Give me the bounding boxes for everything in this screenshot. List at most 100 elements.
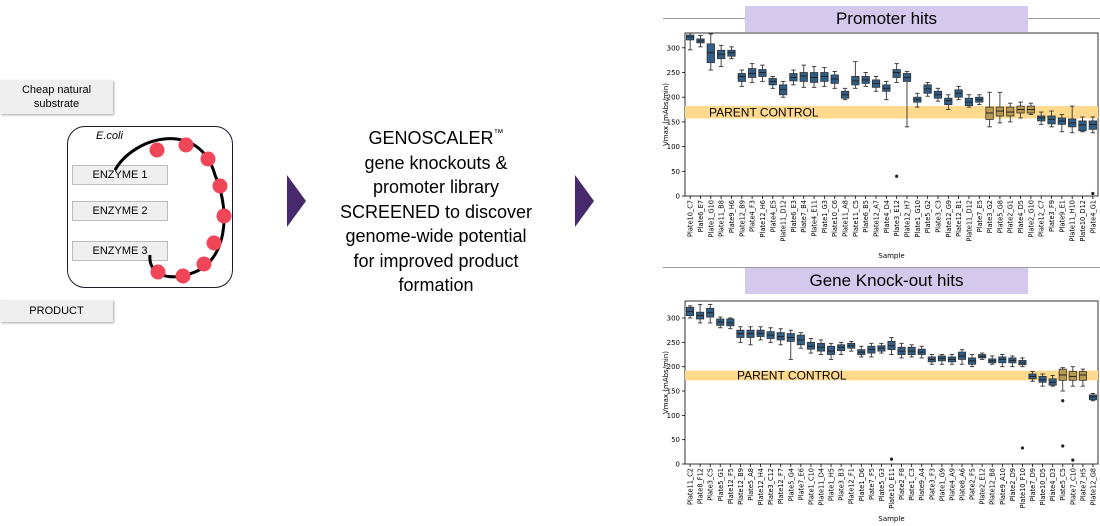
- y-tick-label: 50: [671, 168, 680, 176]
- x-tick-label: Plate3_E12: [893, 200, 901, 237]
- x-tick-label: Plate2_D9: [1009, 468, 1017, 501]
- x-tick-label: Plate4_G1: [1089, 200, 1097, 233]
- pathway-dot: [196, 256, 212, 272]
- enzyme-2: ENZYME 2: [72, 201, 168, 221]
- y-axis-label: Vmax (mAbs/min): [662, 351, 670, 414]
- x-tick-label: Plate5_G2: [924, 200, 932, 233]
- x-tick-label: Plate1_G9: [938, 468, 946, 501]
- x-tick-label: Plate8_A6: [959, 468, 967, 501]
- y-tick-label: 200: [667, 363, 680, 371]
- x-tick-label: Plate6_E7: [697, 200, 705, 232]
- x-tick-label: Plate7_D9: [1029, 468, 1037, 501]
- enzyme-3: ENZYME 3: [72, 241, 168, 261]
- parent-control-label: PARENT CONTROL: [737, 368, 847, 382]
- x-tick-label: Plate3_F9: [1048, 200, 1056, 232]
- y-tick-label: 250: [667, 69, 680, 77]
- x-tick-label: Plate1_H5: [828, 468, 836, 501]
- x-tick-label: Plate12_G8: [1089, 468, 1097, 505]
- box: [944, 97, 953, 106]
- x-tick-label: Plate5_G8: [996, 200, 1004, 233]
- x-tick-label: Plate7_B4: [800, 200, 808, 233]
- x-tick-label: Plate12_H4: [757, 468, 765, 505]
- chart1-title: Promoter hits: [745, 6, 1028, 32]
- x-tick-label: Plate5_C5: [1059, 468, 1067, 501]
- x-tick-label: Plate7_C10: [1069, 468, 1077, 505]
- y-tick-label: 150: [667, 388, 680, 396]
- x-tick-label: Plate7_E6: [797, 468, 805, 500]
- x-tick-label: Plate1_C3: [908, 468, 916, 501]
- x-tick-label: Plate4_D3: [1049, 468, 1057, 501]
- pathway-dot: [212, 178, 228, 194]
- x-axis-label: Sample: [878, 515, 904, 523]
- x-tick-label: Plate2_G10: [1027, 200, 1035, 237]
- box: [737, 73, 746, 82]
- x-tick-label: Plate12_B1: [955, 200, 963, 237]
- x-tick-label: Plate11_D12: [780, 200, 788, 242]
- x-tick-label: Plate3_G2: [986, 200, 994, 233]
- x-tick-label: Plate3_C5: [707, 468, 715, 501]
- x-tick-label: Plate1_C10: [807, 468, 815, 505]
- x-tick-label: Plate5_G4: [787, 468, 795, 501]
- x-tick-label: Plate4_D5: [1017, 200, 1025, 233]
- box: [827, 345, 836, 355]
- x-tick-label: Plate11_C5: [852, 200, 860, 237]
- y-tick-label: 300: [667, 315, 680, 323]
- x-tick-label: Plate10_C6: [831, 200, 839, 237]
- x-tick-label: Plate11_H10: [1069, 200, 1077, 242]
- parent-control-band: [685, 370, 1098, 381]
- pathway-dot: [178, 137, 194, 153]
- description-text: gene knockouts & promoter library SCREEN…: [339, 152, 533, 296]
- x-tick-label: Plate1_G10: [707, 200, 715, 237]
- outlier-point: [1061, 399, 1065, 403]
- arrow-1-icon: [287, 175, 306, 227]
- box: [1078, 120, 1087, 132]
- y-tick-label: 0: [676, 461, 680, 469]
- x-tick-label: Plate4_A9: [948, 468, 956, 501]
- x-tick-label: Plate5_A8: [747, 468, 755, 501]
- outlier-point: [1091, 191, 1095, 196]
- pathway-dots: [149, 137, 232, 284]
- parent-control-band: [685, 106, 1098, 119]
- y-tick-label: 100: [667, 412, 680, 420]
- chart2-title: Gene Knock-out hits: [745, 268, 1028, 294]
- pathway-dot: [200, 151, 216, 167]
- x-tick-label: Plate4_D4: [883, 200, 891, 233]
- pathway-dot: [175, 268, 191, 284]
- x-tick-label: Plate11_A8: [842, 200, 850, 237]
- brand-name: GENOSCALER: [368, 128, 494, 148]
- x-tick-label: Plate6_E3: [790, 200, 798, 232]
- outlier-point: [1071, 458, 1075, 462]
- x-tick-label: Plate2_E12: [979, 468, 987, 505]
- product-label: PRODUCT: [0, 300, 113, 322]
- box: [1078, 371, 1087, 381]
- x-tick-label: Plate11_B8: [718, 200, 726, 237]
- box: [892, 69, 901, 78]
- x-tick-label: Plate8_F12: [697, 468, 705, 504]
- enzyme-1: ENZYME 1: [72, 165, 168, 185]
- x-tick-label: Plate11_D12: [965, 200, 973, 242]
- x-tick-label: Plate2_F8: [898, 468, 906, 500]
- x-tick-label: Plate4_F3: [749, 200, 757, 232]
- x-tick-label: Plate3_B3: [838, 468, 846, 501]
- x-tick-label: Plate7_F5: [868, 468, 876, 500]
- x-tick-label: Plate1_G3: [821, 200, 829, 233]
- x-tick-label: Plate12_B8: [989, 468, 997, 505]
- x-tick-label: Plate5_G1: [717, 468, 725, 501]
- x-tick-label: Plate9_H6: [728, 200, 736, 233]
- y-axis-label: Vmax (mAbs/min): [662, 83, 670, 146]
- x-tick-label: Plate10_F10: [1019, 468, 1027, 508]
- x-tick-label: Plate10_D12: [1079, 200, 1087, 242]
- parent-control-label: PARENT CONTROL: [709, 105, 819, 119]
- x-tick-label: Plate4_E11: [811, 200, 819, 237]
- substrate-label: Cheap natural substrate: [0, 80, 113, 114]
- pathway-dot: [206, 235, 222, 251]
- x-tick-label: Plate2_G1: [1007, 200, 1015, 233]
- plot-frame: [684, 300, 1099, 465]
- x-tick-label: Plate9_E1: [1058, 200, 1066, 232]
- x-tick-label: Plate12_B9: [737, 468, 745, 505]
- x-tick-label: Plate12_H6: [759, 200, 767, 237]
- x-tick-label: Plate12_A7: [873, 200, 881, 237]
- trademark: ™: [493, 128, 504, 139]
